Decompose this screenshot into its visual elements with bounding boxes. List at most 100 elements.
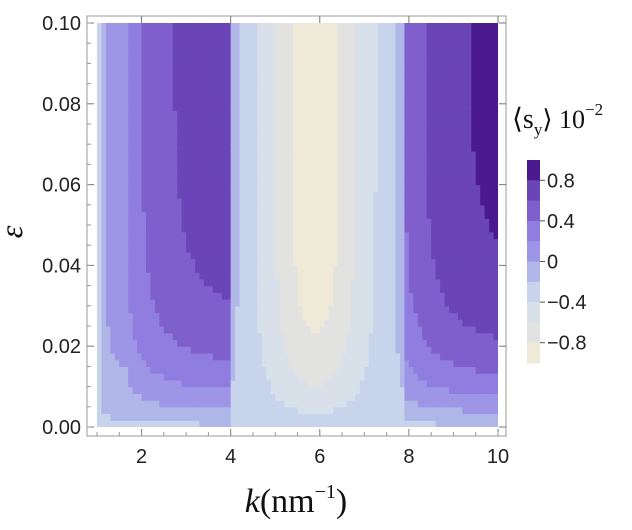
contour-cell (440, 198, 446, 206)
contour-cell (346, 184, 352, 192)
contour-cell (453, 332, 459, 341)
contour-cell (137, 346, 143, 354)
contour-cell (408, 29, 414, 38)
contour-cell (235, 272, 241, 280)
contour-cell (453, 285, 459, 293)
contour-cell (342, 177, 348, 186)
contour-cell (252, 184, 258, 192)
contour-cell (203, 305, 209, 314)
contour-cell (270, 346, 276, 354)
contour-cell (288, 285, 294, 293)
contour-cell (440, 272, 446, 280)
contour-cell (440, 171, 446, 179)
contour-cell (128, 63, 134, 71)
contour-cell (230, 312, 236, 320)
contour-cell (448, 43, 455, 51)
contour-cell (359, 191, 365, 199)
contour-cell (114, 204, 120, 213)
contour-cell (306, 373, 312, 381)
contour-cell (154, 184, 160, 192)
contour-cell (448, 305, 455, 314)
contour-cell (203, 177, 209, 186)
contour-cell (413, 204, 419, 213)
contour-cell (163, 144, 169, 152)
contour-cell (212, 177, 218, 186)
contour-cell (386, 191, 392, 199)
contour-cell (324, 319, 330, 327)
contour-cell (101, 110, 107, 118)
contour-cell (293, 366, 299, 374)
contour-cell (422, 292, 428, 300)
contour-cell (453, 157, 459, 165)
contour-cell (297, 63, 303, 71)
contour-cell (408, 218, 414, 226)
contour-cell (306, 379, 312, 388)
contour-cell (310, 36, 316, 44)
contour-cell (128, 400, 134, 408)
contour-cell (413, 359, 419, 367)
contour-cell (275, 124, 281, 132)
contour-cell (195, 413, 201, 421)
contour-cell (279, 218, 285, 226)
contour-cell (239, 339, 245, 347)
contour-cell (293, 117, 299, 125)
contour-cell (168, 198, 174, 206)
contour-cell (270, 117, 276, 125)
contour-cell (150, 144, 156, 152)
contour-cell (466, 319, 472, 327)
contour-cell (342, 76, 348, 85)
contour-cell (195, 164, 201, 172)
contour-cell (373, 299, 379, 307)
contour-cell (181, 90, 187, 98)
contour-cell (137, 49, 143, 58)
contour-cell (431, 373, 437, 381)
contour-cell (114, 231, 120, 240)
contour-cell (270, 332, 276, 341)
contour-cell (159, 29, 165, 38)
contour-cell (154, 103, 160, 112)
contour-cell (413, 292, 419, 300)
contour-cell (408, 312, 414, 320)
contour-cell (284, 238, 290, 246)
contour-cell (337, 117, 343, 125)
contour-cell (373, 218, 379, 226)
contour-cell (306, 339, 312, 347)
contour-cell (462, 406, 468, 415)
contour-cell (110, 386, 116, 394)
contour-cell (172, 339, 178, 347)
contour-cell (333, 157, 339, 165)
contour-cell (226, 265, 232, 273)
contour-cell (391, 90, 397, 98)
contour-cell (230, 76, 236, 85)
contour-cell (382, 70, 388, 78)
contour-cell (435, 406, 441, 415)
contour-cell (324, 198, 330, 206)
contour-cell (105, 299, 111, 307)
contour-cell (373, 144, 379, 152)
contour-cell (391, 393, 397, 401)
contour-cell (266, 420, 272, 428)
contour-cell (448, 359, 455, 367)
contour-cell (453, 204, 459, 213)
contour-cell (457, 56, 463, 64)
contour-cell (168, 63, 174, 71)
contour-cell (284, 406, 290, 415)
contour-cell (97, 332, 103, 341)
contour-cell (279, 326, 285, 334)
contour-cell (435, 299, 441, 307)
contour-cell (293, 97, 299, 105)
contour-cell (105, 83, 111, 91)
contour-cell (119, 319, 125, 327)
contour-cell (257, 332, 263, 341)
contour-cell (448, 144, 455, 152)
contour-cell (128, 359, 134, 367)
contour-cell (252, 49, 258, 58)
contour-cell (435, 204, 441, 213)
contour-cell (177, 63, 183, 71)
contour-cell (132, 420, 138, 428)
contour-cell (462, 49, 468, 58)
contour-cell (399, 184, 406, 192)
contour-cell (190, 285, 196, 293)
contour-cell (128, 76, 134, 85)
contour-cell (346, 97, 352, 105)
